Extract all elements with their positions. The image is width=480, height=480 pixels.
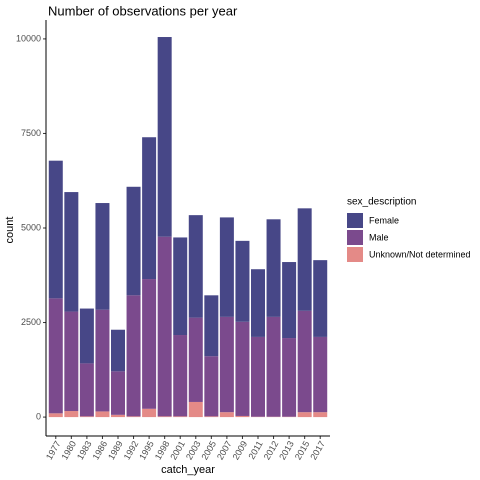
bar-segment <box>188 215 203 318</box>
legend-key <box>347 247 363 262</box>
bar-segment <box>188 317 203 402</box>
x-tick-label: 1995 <box>137 439 156 461</box>
bar-segment <box>157 37 172 237</box>
bar-segment <box>188 401 203 418</box>
x-tick-label: 2001 <box>168 439 187 461</box>
y-tick-label: 5000 <box>21 222 41 232</box>
x-tick-label: 2009 <box>231 439 250 461</box>
x-tick-label: 1983 <box>75 439 94 461</box>
bar-segment <box>219 316 234 413</box>
legend-label: Unknown/Not determined <box>369 249 471 259</box>
bar-segment <box>48 298 63 414</box>
bar-segment <box>282 262 297 339</box>
bar-segment <box>204 356 219 417</box>
y-tick-label: 0 <box>36 411 41 421</box>
bar-segment <box>64 192 79 312</box>
bar-segment <box>142 279 157 409</box>
x-tick-label: 1998 <box>153 439 172 461</box>
bar-segment <box>204 416 219 418</box>
y-tick-label: 10000 <box>16 33 41 43</box>
bar-segment <box>126 186 141 296</box>
bar-segment <box>95 411 110 418</box>
bar-segment <box>142 408 157 418</box>
bar-segment <box>282 338 297 417</box>
bar-segment <box>297 412 312 418</box>
bar-segment <box>266 219 281 317</box>
bar-segment <box>313 260 328 337</box>
legend-label: Female <box>369 215 399 225</box>
bar-segment <box>95 203 110 310</box>
bar-segment <box>235 321 250 416</box>
x-tick-label: 1986 <box>91 439 110 461</box>
bar-segment <box>235 240 250 322</box>
x-tick-label: 2017 <box>308 439 327 461</box>
bar-segment <box>173 335 188 417</box>
bar-segment <box>204 295 219 357</box>
bar-segment <box>173 416 188 418</box>
bar-segment <box>79 416 94 418</box>
x-tick-label: 2007 <box>215 439 234 461</box>
x-tick-label: 2012 <box>262 439 281 461</box>
legend-key <box>347 213 363 228</box>
bar-segment <box>111 371 125 415</box>
bar-segment <box>297 208 312 311</box>
x-tick-label: 2003 <box>184 439 203 461</box>
bar-segment <box>111 329 125 372</box>
bar-segment <box>48 413 63 418</box>
bar-segment <box>142 137 157 280</box>
y-axis-label: count <box>4 217 16 244</box>
bar-segment <box>111 414 125 418</box>
bar-segment <box>251 336 265 417</box>
bar-segment <box>157 416 172 418</box>
bar-segment <box>126 416 141 418</box>
chart-title: Number of observations per year <box>48 3 238 18</box>
bar-segment <box>219 217 234 317</box>
bar-segment <box>266 316 281 417</box>
bar-segment <box>79 308 94 364</box>
bar-segment <box>313 412 328 418</box>
bar-segment <box>313 336 328 413</box>
x-tick-label: 2005 <box>199 439 218 461</box>
x-axis-label: catch_year <box>161 464 215 476</box>
bar-segment <box>48 160 63 299</box>
x-tick-label: 1992 <box>122 439 141 461</box>
bar-segment <box>251 269 265 337</box>
bar-segment <box>64 311 79 412</box>
bar-segment <box>95 309 110 412</box>
legend-key <box>347 230 363 245</box>
bar-segment <box>235 415 250 418</box>
bar-segment <box>219 412 234 418</box>
bar-segment <box>79 363 94 417</box>
x-tick-label: 1989 <box>106 439 125 461</box>
bar-segment <box>64 411 79 418</box>
legend-label: Male <box>369 232 389 242</box>
x-tick-label: 1980 <box>59 439 78 461</box>
bar-segment <box>126 295 141 417</box>
bar-segment <box>173 237 188 336</box>
y-tick-label: 2500 <box>21 317 41 327</box>
x-tick-label: 2013 <box>277 439 296 461</box>
x-tick-label: 1977 <box>44 439 63 461</box>
x-tick-label: 2015 <box>293 439 312 461</box>
y-tick-label: 7500 <box>21 128 41 138</box>
bar-segment <box>157 236 172 417</box>
bar-segment <box>297 310 312 413</box>
legend-title: sex_description <box>347 197 416 208</box>
